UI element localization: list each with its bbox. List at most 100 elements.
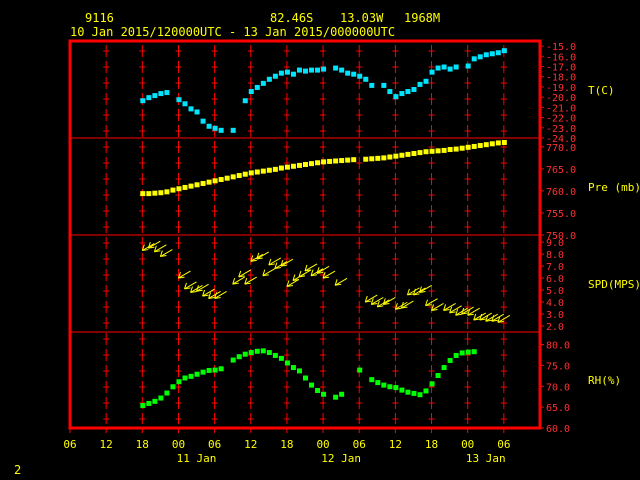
x-tick-label: 06 xyxy=(208,438,221,451)
time-gridline xyxy=(247,45,254,424)
data-point xyxy=(477,143,483,149)
wind-barb xyxy=(298,269,312,278)
data-point xyxy=(447,357,453,363)
y-tick-label: 755.0 xyxy=(546,209,576,220)
wind-barb xyxy=(400,300,414,309)
data-point xyxy=(405,389,411,395)
data-point xyxy=(459,350,465,356)
wind-barb xyxy=(280,258,294,267)
data-point xyxy=(188,183,194,189)
data-point xyxy=(483,52,489,58)
data-point xyxy=(357,367,363,373)
humidity-series xyxy=(140,348,477,409)
data-point xyxy=(266,76,272,82)
data-point xyxy=(200,180,206,186)
data-point xyxy=(381,382,387,388)
data-point xyxy=(405,151,411,157)
wind-barb xyxy=(364,294,378,303)
y-tick-label: 70.0 xyxy=(546,382,570,393)
data-point xyxy=(176,97,182,103)
data-point xyxy=(411,150,417,156)
data-point xyxy=(278,355,284,361)
data-point xyxy=(254,84,260,90)
station-id: 9116 xyxy=(85,11,114,25)
data-point xyxy=(339,67,345,73)
data-point xyxy=(248,350,254,356)
data-point xyxy=(393,153,399,159)
data-point xyxy=(321,66,327,72)
data-point xyxy=(218,177,224,183)
data-point xyxy=(501,139,507,145)
data-point xyxy=(423,388,429,394)
wind-barb xyxy=(304,263,318,272)
data-point xyxy=(296,368,302,374)
time-range: 10 Jan 2015/120000UTC - 13 Jan 2015/0000… xyxy=(70,25,395,39)
data-point xyxy=(495,140,501,146)
y-tick-label: 765.0 xyxy=(546,165,576,176)
data-point xyxy=(194,109,200,115)
data-point xyxy=(417,392,423,398)
data-point xyxy=(218,366,224,372)
y-tick-label: 760.0 xyxy=(546,187,576,198)
y-tick-label: -16.0 xyxy=(546,52,576,63)
data-point xyxy=(375,380,381,386)
data-point xyxy=(266,167,272,173)
data-point xyxy=(417,81,423,87)
page-number: 2 xyxy=(14,463,21,477)
data-point xyxy=(453,352,459,358)
wind-barb xyxy=(406,287,420,296)
y-tick-label: 770.0 xyxy=(546,143,576,154)
wind-barb xyxy=(419,285,432,293)
data-point xyxy=(272,352,278,358)
y-axis-label: SPD(MPS) xyxy=(588,278,640,291)
time-gridline xyxy=(175,45,182,424)
wind-barb xyxy=(262,268,276,277)
data-point xyxy=(489,141,495,147)
data-point xyxy=(248,89,254,95)
y-axis-label: RH(%) xyxy=(588,374,621,387)
data-point xyxy=(465,349,471,355)
data-point xyxy=(441,365,447,371)
pressure-series xyxy=(140,139,507,197)
wind-barb xyxy=(184,281,197,290)
wind-barb xyxy=(286,279,300,287)
data-point xyxy=(284,164,290,170)
y-tick-label: 75.0 xyxy=(546,361,570,372)
wind-barb xyxy=(238,269,251,278)
longitude: 13.03W xyxy=(340,11,384,25)
y-tick-label: -18.0 xyxy=(546,73,576,84)
wind-barb xyxy=(159,249,173,258)
data-point xyxy=(284,360,290,366)
wind-barb xyxy=(244,276,257,285)
data-point xyxy=(146,400,152,406)
wind-barb xyxy=(497,314,511,323)
x-tick-label: 00 xyxy=(461,438,474,451)
y-tick-label: 6.0 xyxy=(546,274,564,285)
data-point xyxy=(321,391,327,397)
y-tick-label: -24.0 xyxy=(546,134,576,145)
x-tick-label: 12 xyxy=(389,438,402,451)
y-axis-label: T(C) xyxy=(588,84,615,97)
data-point xyxy=(290,71,296,77)
data-point xyxy=(309,67,315,73)
wind-barb xyxy=(147,240,161,249)
data-point xyxy=(351,157,357,163)
data-point xyxy=(399,152,405,158)
data-point xyxy=(459,145,465,151)
x-tick-label: 06 xyxy=(497,438,510,451)
data-point xyxy=(254,169,260,175)
data-point xyxy=(387,89,393,95)
data-point xyxy=(272,166,278,172)
y-tick-label: 750.0 xyxy=(546,231,576,242)
data-point xyxy=(236,173,242,179)
data-point xyxy=(206,367,212,373)
y-tick-label: 5.0 xyxy=(546,286,564,297)
data-point xyxy=(260,168,266,174)
data-point xyxy=(429,381,435,387)
day-label: 12 Jan xyxy=(321,452,361,465)
data-point xyxy=(423,149,429,155)
data-point xyxy=(381,155,387,161)
data-point xyxy=(363,76,369,82)
data-point xyxy=(381,82,387,88)
data-point xyxy=(441,64,447,70)
